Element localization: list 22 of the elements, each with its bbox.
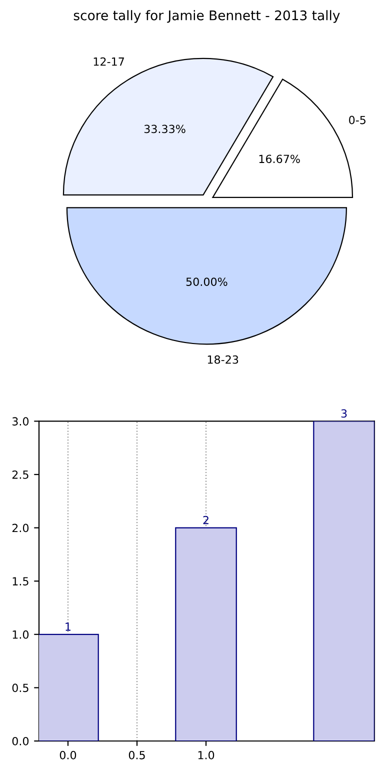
x-tick-label: 0.5 — [128, 750, 145, 760]
slice-label: 0-5 — [349, 116, 366, 124]
slice-label: 12-17 — [94, 57, 124, 66]
data-label: 33.33% — [144, 124, 186, 134]
y-tick-label: 2.5 — [12, 470, 28, 479]
data-label: 50.00% — [186, 278, 228, 286]
data-label: 2 — [203, 516, 208, 524]
y-tick-label: 1.5 — [12, 577, 28, 586]
bar — [39, 634, 99, 741]
data-label: 16.67% — [259, 154, 300, 164]
data-label: 1 — [66, 622, 70, 631]
bar — [175, 527, 237, 741]
y-tick-label: 3.0 — [12, 417, 29, 426]
x-tick-label: 0.0 — [60, 750, 76, 760]
chart-title: score tally for Jamie Bennett - 2013 tally — [74, 10, 340, 23]
y-tick-label: 0.0 — [12, 736, 29, 746]
data-label: 3 — [341, 409, 347, 418]
slice-label: 18-23 — [208, 355, 238, 364]
y-tick-label: 0.5 — [12, 684, 28, 692]
y-tick-label: 2.0 — [12, 524, 29, 532]
y-tick-label: 1.0 — [12, 630, 29, 639]
x-tick-label: 1.0 — [198, 750, 214, 760]
